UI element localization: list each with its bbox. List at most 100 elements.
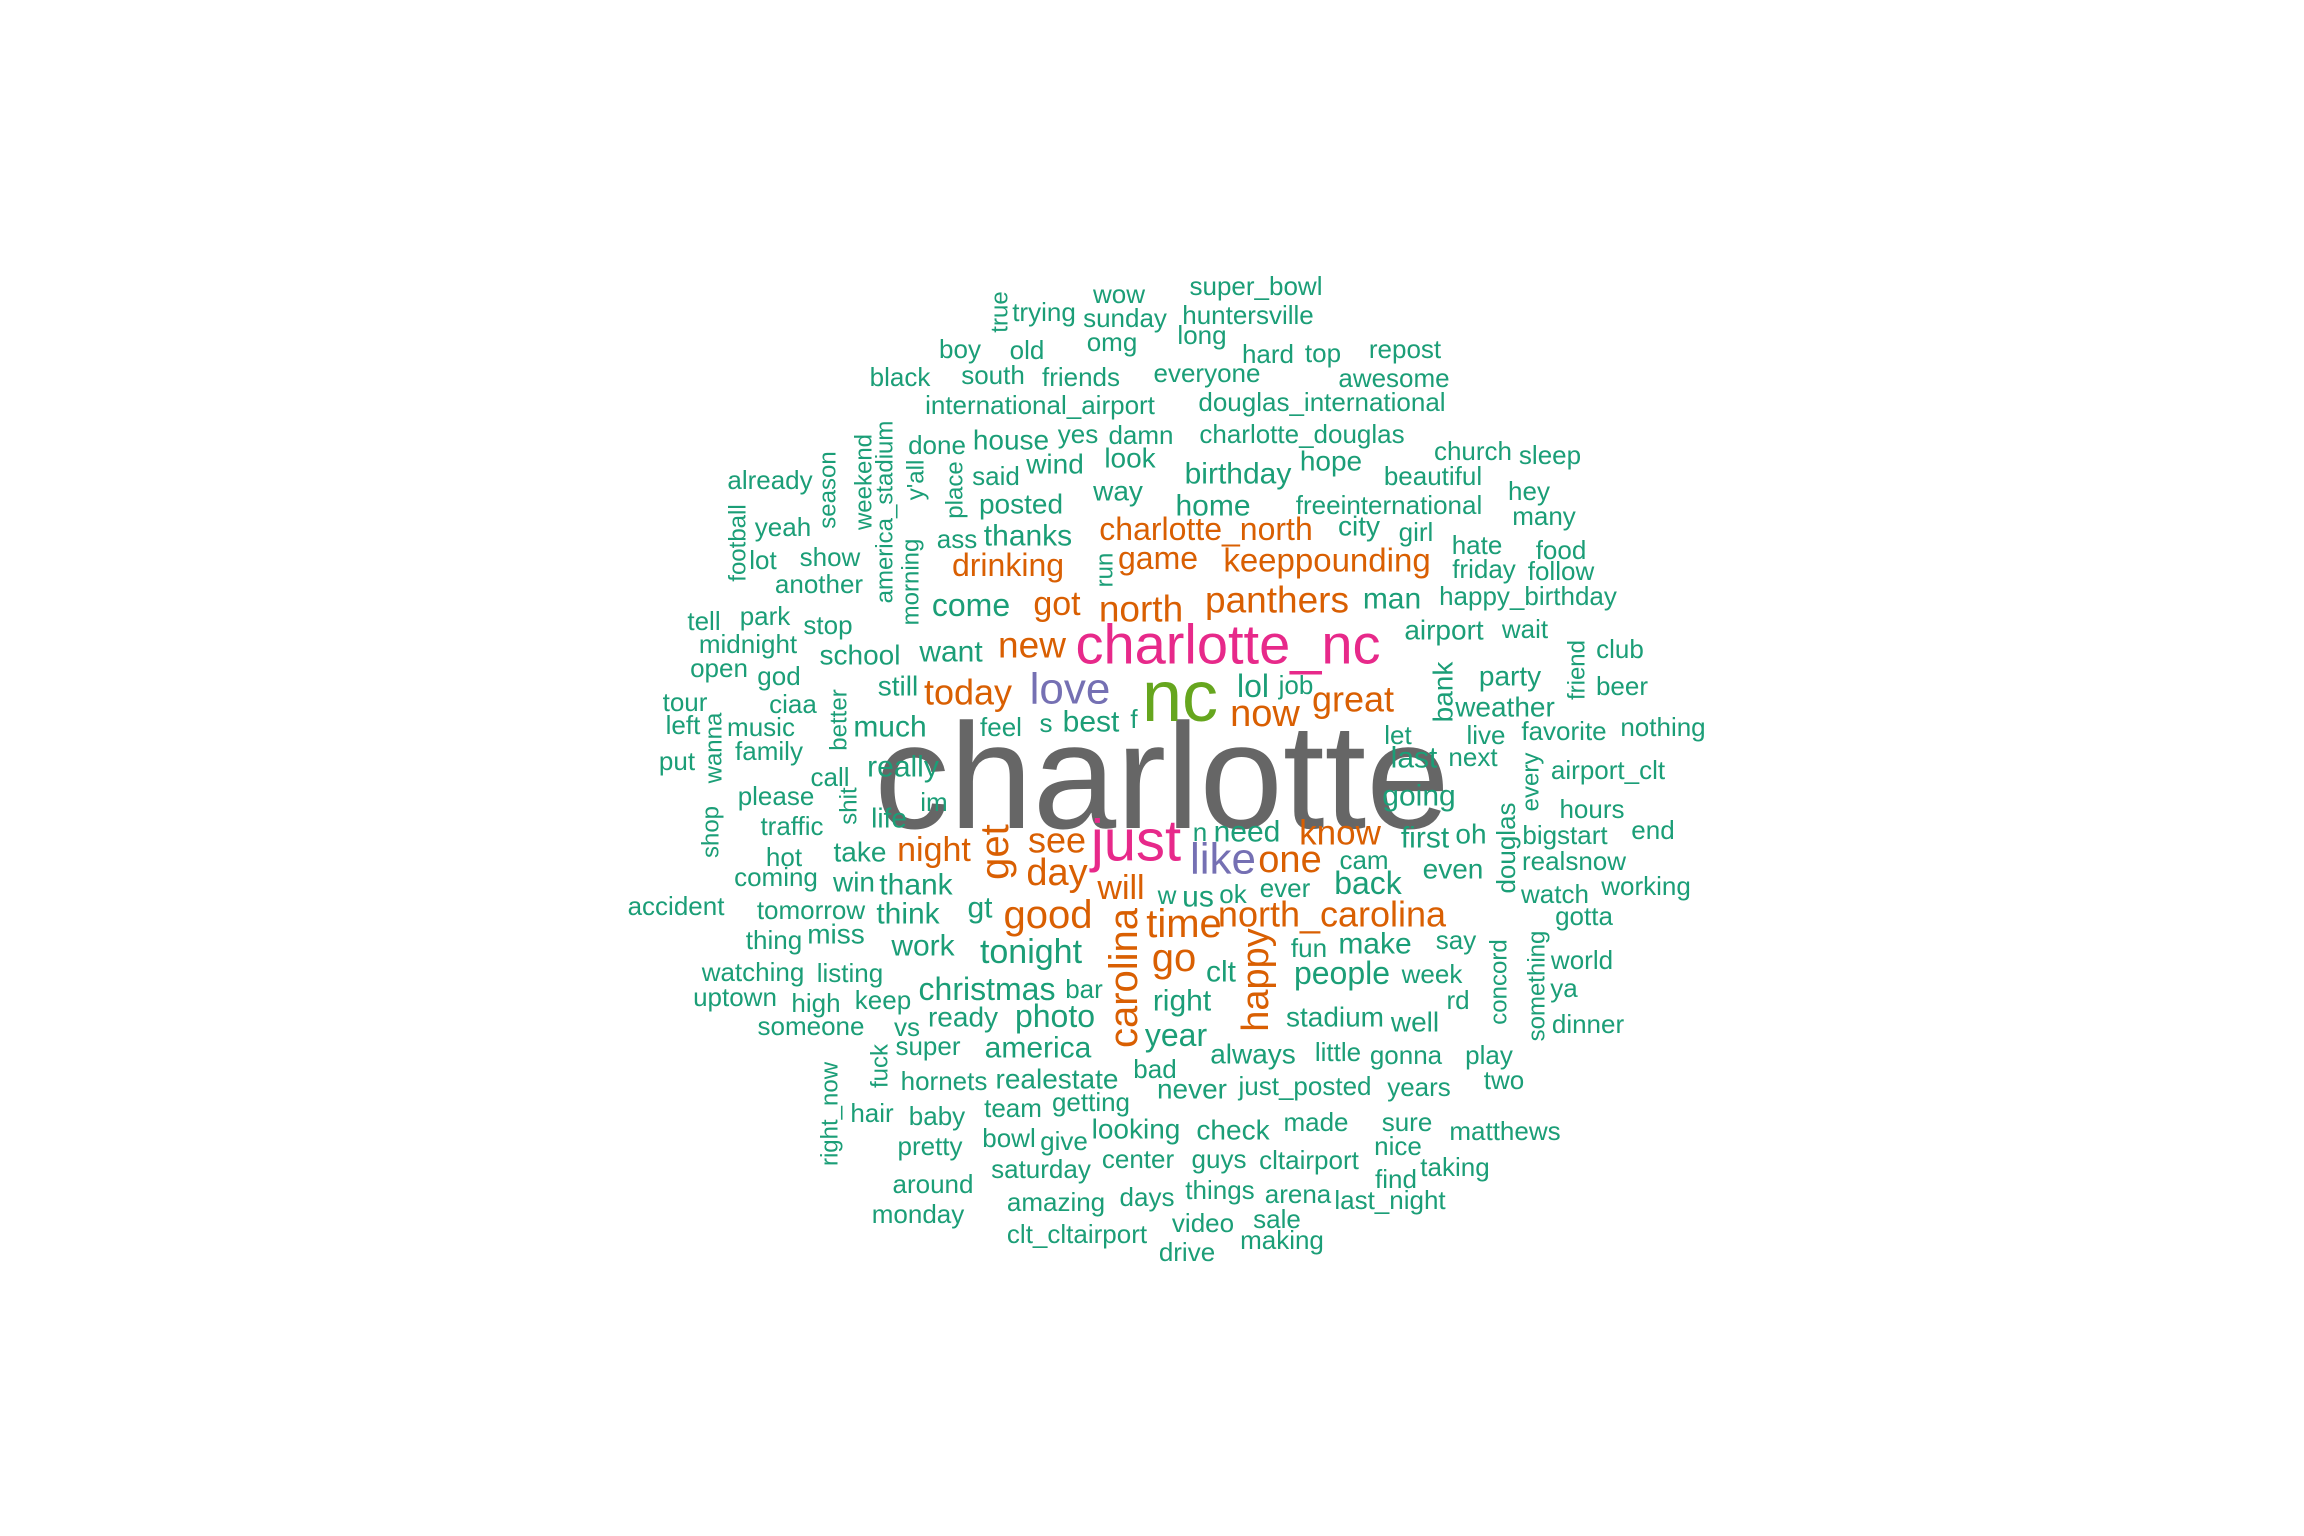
word-guys: guys: [1192, 1144, 1247, 1174]
word-work: work: [890, 930, 955, 963]
word-music: music: [727, 712, 795, 742]
word-like: like: [1190, 835, 1256, 884]
word-park: park: [740, 601, 792, 631]
word-better: better: [826, 689, 853, 750]
word-everyone: everyone: [1154, 358, 1261, 388]
word-home: home: [1175, 490, 1250, 523]
word-girl: girl: [1399, 517, 1434, 547]
word-carolina: carolina: [1102, 907, 1146, 1048]
word-stop: stop: [803, 610, 852, 640]
word-im: im: [920, 787, 947, 817]
word-left: left: [666, 710, 701, 740]
word-stadium: stadium: [1286, 1002, 1384, 1033]
word-ready: ready: [928, 1002, 998, 1033]
word-will: will: [1096, 869, 1144, 907]
word-season: season: [815, 451, 842, 528]
word-video: video: [1172, 1208, 1234, 1238]
word-school: school: [820, 640, 901, 671]
word-posted: posted: [979, 489, 1063, 520]
word-fuck: fuck: [867, 1043, 894, 1088]
word-vs: vs: [894, 1012, 920, 1042]
word-top: top: [1305, 338, 1341, 368]
word-boy: boy: [939, 334, 981, 364]
word-win: win: [832, 867, 875, 898]
word-bigstart: bigstart: [1522, 820, 1608, 850]
word-old: old: [1010, 335, 1045, 365]
word-end: end: [1631, 815, 1674, 845]
word-party: party: [1479, 661, 1541, 692]
word-charlotte_nc: charlotte_nc: [1075, 613, 1380, 676]
word-much: much: [853, 711, 926, 744]
word-keep: keep: [855, 985, 911, 1015]
word-get: get: [973, 824, 1017, 880]
word-sunday: sunday: [1083, 303, 1167, 333]
word-repost: repost: [1369, 334, 1442, 364]
word-someone: someone: [758, 1011, 865, 1041]
word-follow: follow: [1528, 556, 1595, 586]
word-working: working: [1600, 871, 1691, 901]
word-gt: gt: [967, 892, 993, 925]
word-fun: fun: [1291, 933, 1327, 963]
word-drive: drive: [1159, 1237, 1215, 1267]
word-week: week: [1401, 959, 1464, 989]
word-friends: friends: [1042, 362, 1120, 392]
word-hornets: hornets: [901, 1066, 988, 1096]
word-right_now: right_now: [817, 1061, 844, 1166]
word-go: go: [1152, 936, 1197, 980]
word-days: days: [1120, 1182, 1175, 1212]
word-omg: omg: [1087, 327, 1138, 357]
word-want: want: [918, 636, 983, 669]
word-w: w: [1157, 880, 1177, 910]
word-nice: nice: [1374, 1131, 1422, 1161]
word-one: one: [1258, 839, 1321, 881]
word-photo: photo: [1015, 998, 1095, 1034]
word-huntersville: huntersville: [1182, 300, 1314, 330]
word-listing: listing: [817, 958, 883, 988]
word-baby: baby: [909, 1101, 965, 1131]
word-weather: weather: [1454, 692, 1555, 723]
word-hard: hard: [1242, 339, 1294, 369]
word-little: little: [1315, 1037, 1361, 1067]
word-trying: trying: [1012, 297, 1076, 327]
word-day: day: [1026, 852, 1087, 894]
word-clt_cltairport: clt_cltairport: [1007, 1219, 1148, 1249]
word-airport_clt: airport_clt: [1551, 755, 1666, 785]
word-show: show: [800, 542, 861, 572]
word-douglas_international: douglas_international: [1198, 387, 1445, 417]
word-ciaa: ciaa: [769, 689, 817, 719]
word-international_airport: international_airport: [925, 390, 1156, 420]
word-next: next: [1448, 742, 1498, 772]
word-wait: wait: [1501, 614, 1549, 644]
word-thing: thing: [746, 925, 802, 955]
word-drinking: drinking: [952, 547, 1064, 583]
word-people: people: [1294, 955, 1390, 991]
word-god: god: [757, 661, 800, 691]
word-job: job: [1278, 670, 1314, 700]
word-check: check: [1196, 1115, 1270, 1146]
word-beer: beer: [1596, 671, 1648, 701]
word-matthews: matthews: [1449, 1116, 1560, 1146]
word-every: every: [1518, 753, 1545, 812]
word-put: put: [659, 746, 696, 776]
word-know: know: [1299, 814, 1381, 853]
word-birthday: birthday: [1185, 458, 1292, 491]
word-hours: hours: [1559, 794, 1624, 824]
word-miss: miss: [807, 919, 865, 950]
word-morning: morning: [898, 539, 925, 626]
word-charlotte_north: charlotte_north: [1099, 511, 1312, 547]
word-bank: bank: [1428, 661, 1459, 723]
word-pretty: pretty: [897, 1131, 962, 1161]
word-gonna: gonna: [1370, 1040, 1443, 1070]
word-high: high: [791, 988, 840, 1018]
word-ok: ok: [1219, 879, 1247, 909]
word-around: around: [893, 1169, 974, 1199]
word-take: take: [834, 837, 887, 868]
word-wanna: wanna: [701, 712, 728, 784]
word-city: city: [1338, 511, 1380, 542]
word-two: two: [1484, 1065, 1524, 1095]
word-gotta: gotta: [1555, 901, 1613, 931]
word-midnight: midnight: [699, 629, 798, 659]
word-y-all: y'all: [903, 460, 930, 501]
word-ever: ever: [1260, 873, 1311, 903]
